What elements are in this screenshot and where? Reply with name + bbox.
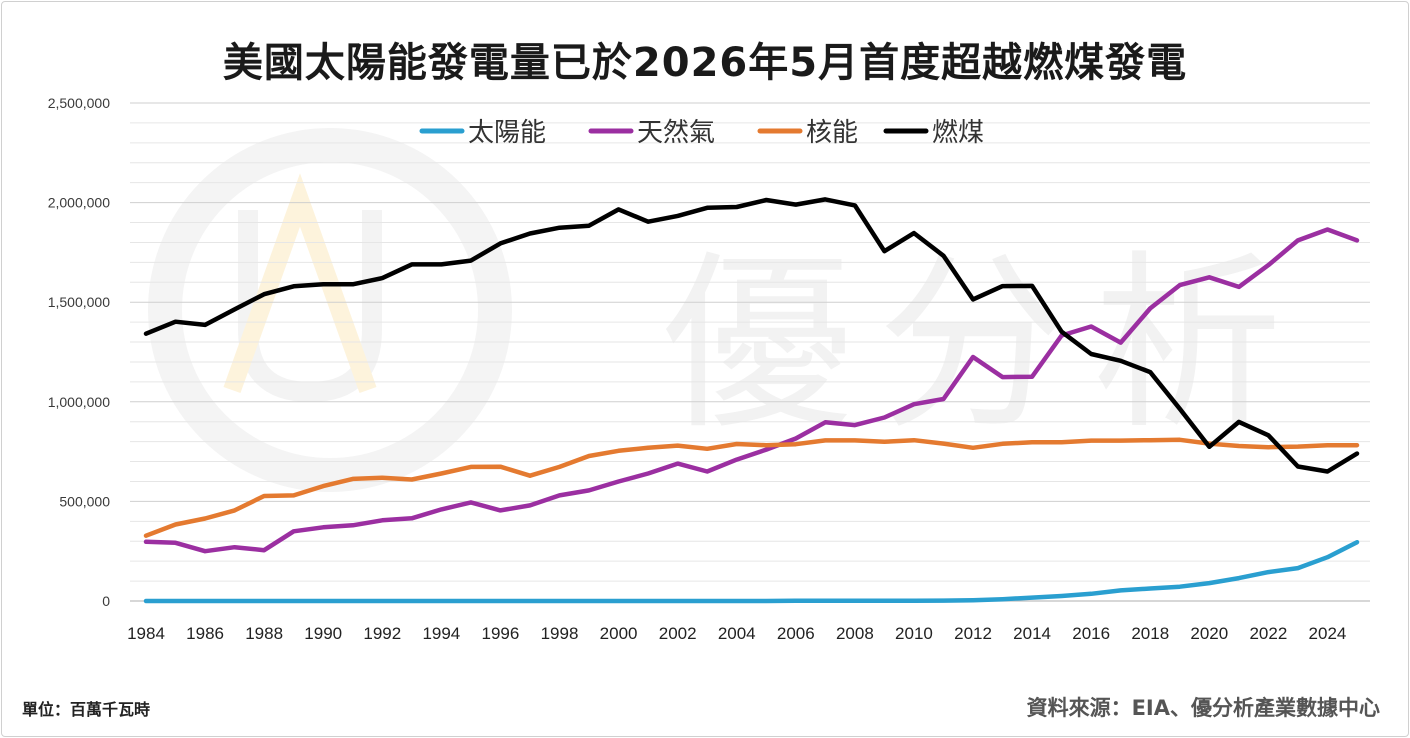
x-tick-label: 2010 bbox=[895, 624, 933, 643]
x-tick-label: 1990 bbox=[304, 624, 342, 643]
y-axis: 0 500,000 1,000,000 1,500,000 2,000,000 2,500… bbox=[48, 95, 111, 609]
x-tick-label: 2022 bbox=[1249, 624, 1287, 643]
x-tick-label: 2004 bbox=[718, 624, 756, 643]
series-line-nuclear bbox=[143, 437, 1360, 538]
y-tick-label: 2,000,000 bbox=[48, 195, 110, 211]
legend: 太陽能 天然氣 核能 燃煤 bbox=[419, 118, 984, 148]
y-tick-label: 0 bbox=[102, 593, 110, 609]
x-tick-label: 1986 bbox=[186, 624, 224, 643]
x-tick-label: 1994 bbox=[422, 624, 460, 643]
legend-label-gas: 天然氣 bbox=[637, 118, 715, 148]
x-tick-label: 1984 bbox=[127, 624, 165, 643]
x-tick-label: 2006 bbox=[777, 624, 815, 643]
y-tick-label: 500,000 bbox=[59, 493, 110, 509]
series-lines bbox=[143, 197, 1360, 604]
x-tick-label: 2024 bbox=[1309, 624, 1347, 643]
series-line-coal bbox=[143, 197, 1360, 474]
x-tick-label: 2016 bbox=[1072, 624, 1110, 643]
x-axis: 1984 1986 1988 1990 1992 1994 1996 1998 2000 2002… bbox=[127, 600, 1370, 643]
x-tick-label: 2000 bbox=[600, 624, 638, 643]
series-line-gas bbox=[143, 227, 1360, 554]
unit-note: 單位：百萬千瓦時 bbox=[22, 700, 151, 719]
series-line-solar bbox=[143, 539, 1360, 604]
legend-label-coal: 燃煤 bbox=[932, 118, 984, 148]
x-tick-label: 2008 bbox=[836, 624, 874, 643]
y-tick-label: 1,000,000 bbox=[48, 394, 110, 410]
y-tick-label: 1,500,000 bbox=[48, 294, 110, 310]
y-tick-label: 2,500,000 bbox=[48, 95, 110, 111]
legend-label-nuclear: 核能 bbox=[806, 118, 858, 148]
chart-title: 美國太陽能發電量已於2026年5月首度超越燃煤發電 bbox=[222, 40, 1188, 86]
x-tick-label: 1998 bbox=[541, 624, 579, 643]
x-tick-label: 1996 bbox=[482, 624, 520, 643]
x-tick-label: 1992 bbox=[363, 624, 401, 643]
x-tick-label: 2012 bbox=[954, 624, 992, 643]
watermark-text: 優分析 bbox=[662, 234, 1307, 455]
source-note: 資料來源：EIA、優分析產業數據中心 bbox=[1026, 696, 1380, 720]
x-tick-label: 1988 bbox=[245, 624, 283, 643]
x-tick-label: 2020 bbox=[1190, 624, 1228, 643]
legend-label-solar: 太陽能 bbox=[468, 118, 546, 148]
x-tick-label: 2002 bbox=[659, 624, 697, 643]
x-tick-label: 2014 bbox=[1013, 624, 1051, 643]
x-tick-label: 2018 bbox=[1131, 624, 1169, 643]
